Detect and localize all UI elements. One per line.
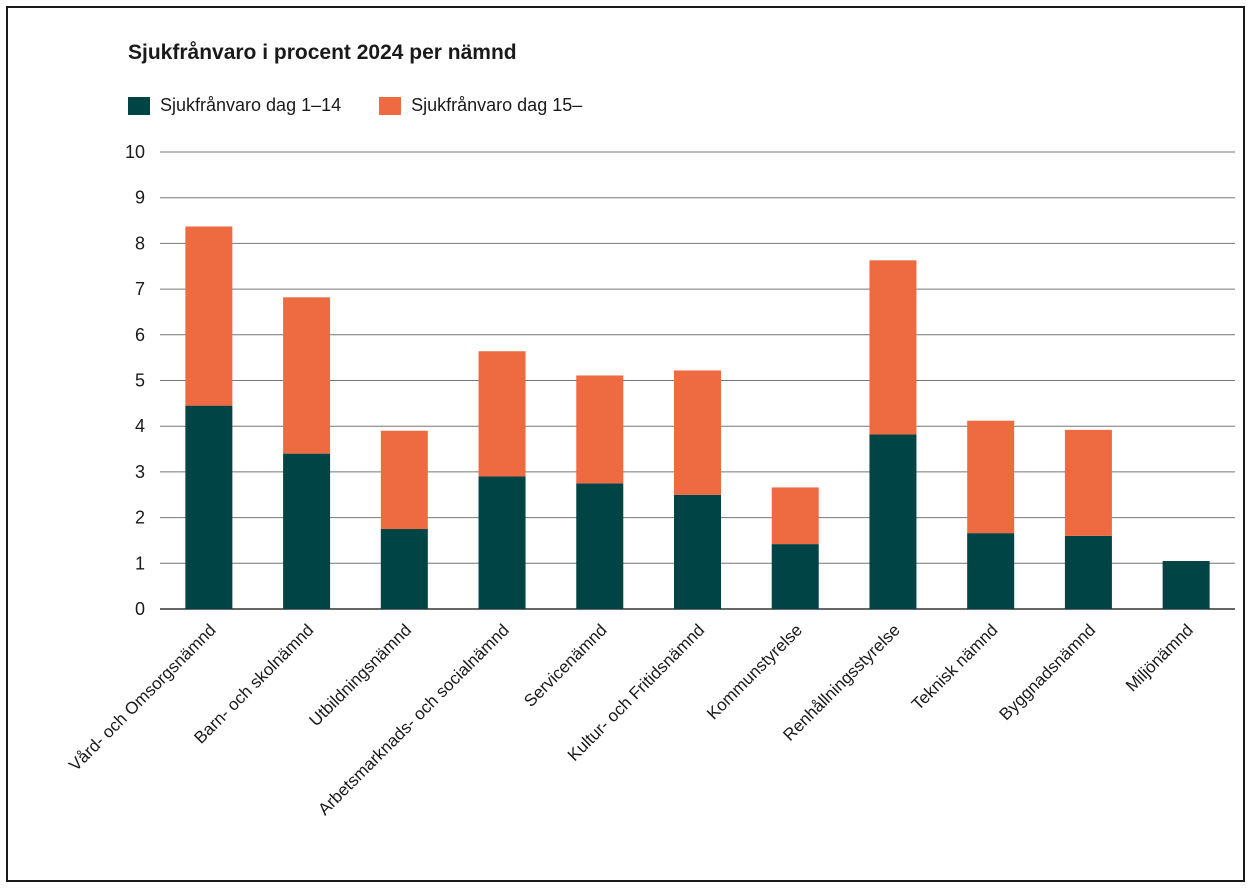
chart-title: Sjukfrånvaro i procent 2024 per nämnd bbox=[128, 41, 517, 64]
y-tick-label: 0 bbox=[135, 599, 145, 619]
y-tick-label: 5 bbox=[135, 371, 145, 391]
chart-legend: Sjukfrånvaro dag 1–14 Sjukfrånvaro dag 1… bbox=[128, 95, 620, 116]
bar-series-2 bbox=[576, 375, 624, 484]
legend-swatch-series-1 bbox=[128, 96, 150, 115]
bar-series-1 bbox=[1162, 561, 1210, 609]
legend-swatch-series-2 bbox=[379, 96, 402, 115]
x-tick-label: Utbildningsnämnd bbox=[305, 620, 415, 730]
x-tick-label: Servicenämnd bbox=[520, 620, 610, 710]
bar-series-1 bbox=[967, 533, 1015, 609]
x-tick-label: Miljönämnd bbox=[1122, 620, 1197, 695]
bar-series-1 bbox=[185, 405, 233, 609]
bar-series-2 bbox=[185, 226, 233, 406]
bar-series-1 bbox=[674, 494, 721, 609]
bar-series-2 bbox=[771, 487, 819, 545]
bar-series-2 bbox=[1064, 429, 1112, 536]
x-tick-label: Teknisk nämnd bbox=[908, 620, 1002, 714]
x-tick-label: Arbetsmarknads- och socialnämnd bbox=[314, 620, 513, 819]
y-tick-label: 3 bbox=[135, 462, 145, 482]
bar-series-2 bbox=[869, 260, 917, 435]
legend-label-series-2: Sjukfrånvaro dag 15– bbox=[411, 95, 583, 115]
y-tick-label: 9 bbox=[135, 188, 145, 208]
legend-label-series-1: Sjukfrånvaro dag 1–14 bbox=[160, 95, 342, 115]
y-tick-label: 2 bbox=[135, 508, 145, 528]
y-tick-label: 7 bbox=[135, 279, 145, 299]
y-tick-label: 10 bbox=[125, 142, 145, 162]
bar-series-2 bbox=[674, 370, 721, 495]
bar-series-1 bbox=[1064, 535, 1112, 609]
y-tick-label: 6 bbox=[135, 325, 145, 345]
x-tick-label: Vård- och Omsorgsnämnd bbox=[65, 620, 219, 774]
bar-series-2 bbox=[283, 297, 331, 454]
x-tick-label: Byggnadsnämnd bbox=[996, 620, 1100, 724]
bar-series-1 bbox=[771, 544, 819, 609]
bar-series-1 bbox=[380, 529, 428, 609]
y-tick-label: 1 bbox=[135, 553, 145, 573]
x-tick-label: Kommunstyrelse bbox=[703, 620, 806, 723]
legend-item-series-1: Sjukfrånvaro dag 1–14 bbox=[128, 95, 341, 116]
bar-series-1 bbox=[869, 434, 917, 609]
bar-series-2 bbox=[967, 420, 1015, 534]
bar-series-1 bbox=[283, 453, 331, 609]
legend-item-series-2: Sjukfrånvaro dag 15– bbox=[379, 95, 582, 116]
bar-series-2 bbox=[380, 430, 428, 530]
bar-series-1 bbox=[576, 483, 624, 609]
bar-series-2 bbox=[478, 351, 526, 477]
bar-series-1 bbox=[478, 476, 526, 609]
y-tick-label: 4 bbox=[135, 416, 145, 436]
y-tick-label: 8 bbox=[135, 233, 145, 253]
